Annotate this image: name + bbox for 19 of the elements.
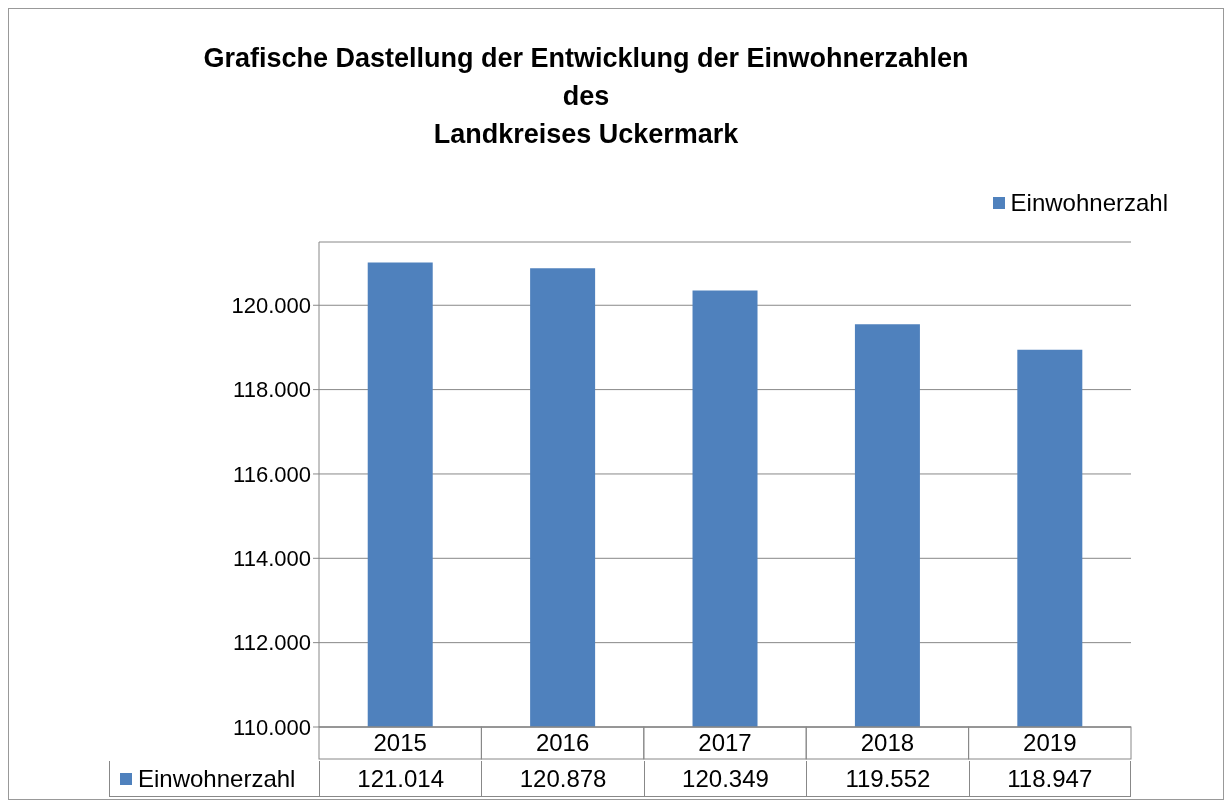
data-label: 121.014 (319, 761, 482, 797)
data-label: 118.947 (968, 761, 1131, 797)
data-label: 120.878 (481, 761, 644, 797)
x-tick-label: 2017 (698, 729, 752, 756)
text: Einwohnerzahl (138, 764, 296, 792)
x-tick-label: 2015 (373, 729, 427, 756)
data-label: 120.349 (643, 761, 807, 797)
y-tick-label: 112.000 (233, 630, 311, 656)
y-tick-label: 114.000 (233, 546, 311, 572)
x-tick-label: 2019 (1023, 729, 1077, 756)
data-label: 119.552 (806, 761, 969, 797)
x-tick-label: 2018 (860, 729, 915, 756)
y-tick-label: 116.000 (233, 461, 311, 487)
y-tick-label: 110.000 (233, 714, 311, 740)
chart-title: Grafische Dastellung der Entwicklung der Einwohnerzahlen des Landkreises Uckermark (202, 42, 970, 151)
x-tick-label: 2016 (535, 729, 590, 756)
legend-label: Einwohnerzahl (1010, 189, 1168, 217)
y-tick-label: 118.000 (233, 377, 311, 403)
y-tick-label: 120.000 (231, 293, 311, 319)
